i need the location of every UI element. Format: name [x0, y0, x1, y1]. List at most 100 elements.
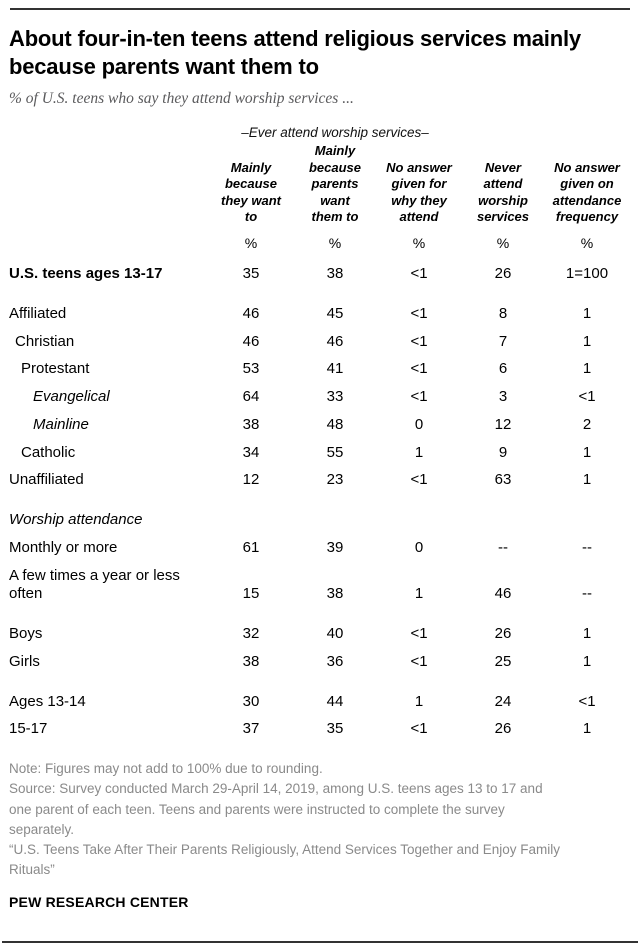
- cell-value: <1: [410, 652, 428, 670]
- cell-value: <1: [410, 471, 428, 489]
- cell-value: 38: [326, 585, 344, 603]
- cell-value: 34: [242, 443, 260, 461]
- cell-value: 9: [498, 443, 508, 461]
- table-row: Monthly or more 61 39 0 -- --: [9, 535, 631, 563]
- report-card: About four-in-ten teens attend religious…: [0, 8, 640, 910]
- row-label: A few times a year or less often: [9, 566, 180, 603]
- cell-value: 1: [414, 692, 424, 710]
- group-header: –Ever attend worship services–: [241, 124, 429, 140]
- table-row: Ages 13-14 30 44 1 24 <1: [9, 689, 631, 717]
- cell-value: 1: [582, 471, 592, 489]
- cell-value: 25: [494, 652, 512, 670]
- table-row: Catholic 34 55 1 9 1: [9, 440, 631, 468]
- table-row: Affiliated 46 45 <1 8 1: [9, 301, 631, 329]
- table-row: Boys 32 40 <1 26 1: [9, 621, 631, 649]
- cell-value: 1: [414, 443, 424, 461]
- cell-value: 36: [326, 652, 344, 670]
- cell-value: 1: [582, 304, 592, 322]
- cell-value: 38: [242, 415, 260, 433]
- unit-label: %: [244, 235, 258, 251]
- cell-value: 41: [326, 360, 344, 378]
- cell-value: 48: [326, 415, 344, 433]
- cell-value: <1: [410, 720, 428, 738]
- row-label: Ages 13-14: [9, 692, 86, 710]
- column-header-row: Mainly because they want to Mainly becau…: [9, 143, 631, 228]
- cell-value: 33: [326, 388, 344, 405]
- cell-value: 1: [582, 625, 592, 642]
- cell-value: 26: [494, 625, 512, 642]
- cell-value: --: [498, 538, 508, 556]
- cell-value: 0: [414, 415, 424, 433]
- cell-value: 35: [242, 265, 260, 282]
- cell-value: 26: [494, 720, 512, 738]
- unit-label: %: [580, 235, 594, 251]
- cell-value: <1: [410, 304, 428, 322]
- cell-value: 39: [326, 538, 344, 556]
- footer: Note: Figures may not add to 100% due to…: [9, 759, 631, 881]
- source-text: Source: Survey conducted March 29-April …: [9, 781, 543, 837]
- top-rule: [10, 8, 630, 10]
- cell-value: 2: [582, 415, 592, 433]
- cell-value: 61: [242, 538, 260, 556]
- cell-value: 38: [242, 652, 260, 670]
- column-header-never-attend: Never attend worship services: [476, 159, 530, 225]
- note-text: Note: Figures may not add to 100% due to…: [9, 761, 323, 776]
- table-section-row: Worship attendance: [9, 507, 631, 535]
- row-label: Monthly or more: [9, 538, 118, 556]
- table-row: Evangelical 64 33 <1 3 <1: [9, 384, 631, 412]
- row-label: Catholic: [21, 443, 76, 461]
- units-row: % % % % %: [9, 228, 631, 261]
- unit-label: %: [412, 235, 426, 251]
- report-title: “U.S. Teens Take After Their Parents Rel…: [9, 842, 561, 878]
- cell-value: 46: [494, 585, 512, 603]
- row-label: Boys: [9, 625, 43, 642]
- cell-value: 8: [498, 304, 508, 322]
- cell-value: 12: [494, 415, 512, 433]
- cell-value: 38: [326, 265, 344, 282]
- cell-value: 44: [326, 692, 344, 710]
- row-label: Unaffiliated: [9, 471, 84, 489]
- cell-value: 26: [494, 265, 512, 282]
- cell-value: <1: [578, 388, 596, 405]
- cell-value: 1: [582, 332, 592, 350]
- cell-value: <1: [410, 360, 428, 378]
- brand: PEW RESEARCH CENTER: [9, 893, 189, 910]
- cell-value: 46: [326, 332, 344, 350]
- cell-value: 30: [242, 692, 260, 710]
- bottom-rule: [2, 941, 638, 943]
- table-row: 15-17 37 35 <1 26 1: [9, 716, 631, 744]
- cell-value: 1: [582, 443, 592, 461]
- cell-value: 64: [242, 388, 260, 405]
- cell-value: <1: [410, 388, 428, 405]
- cell-value: 63: [494, 471, 512, 489]
- cell-value: 40: [326, 625, 344, 642]
- row-label: Mainline: [33, 415, 89, 433]
- cell-value: 1: [582, 720, 592, 738]
- table-row: A few times a year or less often 15 38 1…: [9, 563, 631, 610]
- cell-value: 23: [326, 471, 344, 489]
- cell-value: 37: [242, 720, 260, 738]
- page-subtitle: % of U.S. teens who say they attend wors…: [9, 89, 354, 107]
- table-row: U.S. teens ages 13-17 35 38 <1 26 1=100: [9, 261, 631, 289]
- section-label: Worship attendance: [9, 511, 143, 528]
- table-row: Girls 38 36 <1 25 1: [9, 649, 631, 677]
- unit-label: %: [328, 235, 342, 251]
- cell-value: 7: [498, 332, 508, 350]
- cell-value: 6: [498, 360, 508, 378]
- row-label: Protestant: [21, 360, 90, 378]
- cell-value: 1: [414, 585, 424, 603]
- cell-value: 24: [494, 692, 512, 710]
- cell-value: 15: [242, 585, 260, 603]
- cell-value: 32: [242, 625, 260, 642]
- column-header-no-answer-why: No answer given for why they attend: [386, 159, 452, 225]
- data-table: –Ever attend worship services– Mainly be…: [9, 125, 631, 744]
- row-label: Evangelical: [33, 388, 110, 405]
- page-title: About four-in-ten teens attend religious…: [9, 26, 581, 79]
- cell-value: 45: [326, 304, 344, 322]
- row-label: Christian: [15, 332, 75, 350]
- cell-value: <1: [410, 332, 428, 350]
- cell-value: 55: [326, 443, 344, 461]
- cell-value: 3: [498, 388, 508, 405]
- cell-value: <1: [410, 625, 428, 642]
- unit-label: %: [496, 235, 510, 251]
